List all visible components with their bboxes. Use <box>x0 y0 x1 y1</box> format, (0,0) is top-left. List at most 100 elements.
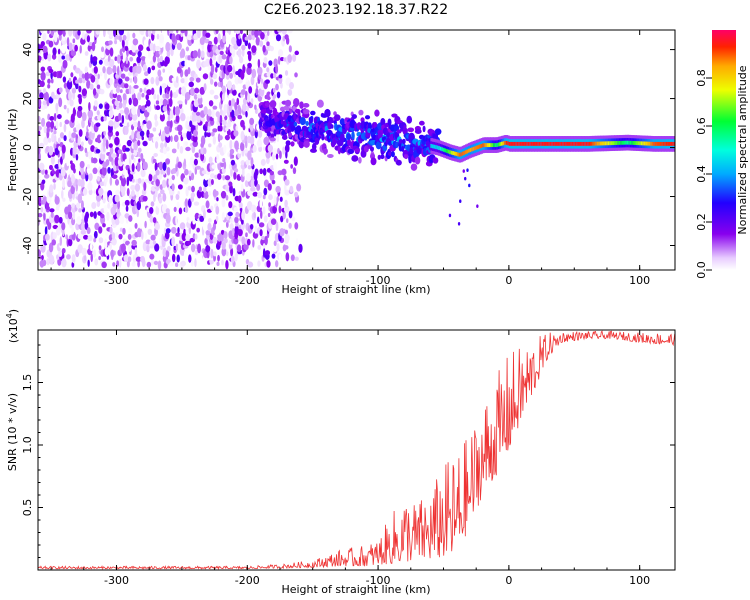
spectrogram-cell <box>165 208 170 214</box>
spectrogram-cell <box>154 120 159 128</box>
spectrogram-cell <box>127 256 132 263</box>
spectrogram-cell <box>279 150 282 159</box>
spectrogram-cell <box>244 135 248 142</box>
spectrogram-cell <box>233 237 239 245</box>
spectrogram-cell <box>298 243 303 253</box>
spectrogram-cell <box>571 141 575 146</box>
spectrogram-cell <box>221 85 226 94</box>
spectrogram-cell <box>223 237 228 244</box>
spectrogram-cell <box>247 189 253 197</box>
spectrogram-cell <box>309 148 317 153</box>
spectrogram-cell <box>249 251 253 258</box>
spectrogram-cell <box>229 56 233 65</box>
spectrogram-cell <box>188 170 192 177</box>
spectrogram-cell <box>72 107 77 117</box>
spectrogram-cell <box>180 77 186 84</box>
spectrogram-cell <box>76 120 79 126</box>
spectrogram-cell <box>257 66 263 76</box>
spectrogram-cell <box>164 56 170 65</box>
spectrogram-cell <box>262 194 266 200</box>
spectrogram-cell <box>278 253 282 263</box>
spectrogram-cell <box>86 30 92 34</box>
spectrogram-cell <box>657 141 661 146</box>
spectrogram-cell <box>114 136 120 146</box>
spectrogram-cell <box>75 79 80 84</box>
spectrogram-cell <box>81 247 87 256</box>
spectrogram-cell <box>662 141 666 146</box>
spectrogram-cell <box>107 202 111 209</box>
spectrogram-cell <box>452 151 455 156</box>
spectrogram-cell <box>96 175 101 182</box>
spectrogram-cell <box>130 170 136 175</box>
spectrogram-cell <box>237 228 243 237</box>
spectrogram-cell <box>175 193 180 201</box>
spectrogram-cell <box>191 185 195 193</box>
spectrogram-cell <box>53 130 57 135</box>
spectrogram-cell <box>39 92 44 100</box>
spectrogram-cell <box>38 174 41 180</box>
spectrogram-cell <box>139 222 142 229</box>
spectrogram-cell <box>449 150 452 155</box>
spectrogram-cell <box>194 212 200 220</box>
spectrogram-cell <box>610 141 614 146</box>
spectrogram-cell <box>275 63 279 74</box>
spectrogram-cell <box>123 254 129 263</box>
spectrogram-cell <box>103 131 107 136</box>
spectrogram-cell <box>184 58 187 69</box>
spectrogram-cell <box>255 87 259 96</box>
spectrogram-cell <box>141 136 145 141</box>
spectrogram-cell <box>314 137 320 145</box>
spectrogram-cell <box>87 234 93 242</box>
spectrogram-cell <box>237 104 241 112</box>
spectrogram-cell <box>76 216 82 225</box>
spectrogram-cell <box>171 148 177 154</box>
spectrogram-cell <box>102 30 106 38</box>
spectrogram-cell <box>294 50 300 56</box>
spectrogram-cell <box>114 156 120 167</box>
spectrogram-cell <box>81 73 85 79</box>
spectrogram-cell <box>109 59 115 68</box>
spectrogram-cell <box>266 260 271 268</box>
spectrogram-cell <box>120 184 126 194</box>
spectrogram-cell <box>672 141 675 146</box>
spectrogram-cell <box>275 221 279 232</box>
spectrogram-cell <box>519 141 523 146</box>
spectrogram-cell <box>81 141 84 147</box>
spectrogram-cell <box>501 141 504 146</box>
spectrogram-cell <box>266 30 270 37</box>
spectrogram-cell <box>214 228 220 236</box>
spectrogram-cell <box>38 55 42 62</box>
spectrogram-cell <box>247 261 254 268</box>
spectrogram-cell <box>84 71 90 82</box>
colorbar-tick-label: 0.6 <box>695 117 708 135</box>
spectrogram-cell <box>185 229 190 235</box>
spectrogram-cell <box>200 116 205 122</box>
spectrogram-cell <box>126 188 130 197</box>
spectrogram-cell <box>482 143 485 148</box>
spectrogram-cell <box>90 54 93 65</box>
spectrogram-cell <box>102 191 108 199</box>
spectrogram-cell <box>183 177 189 185</box>
spectrogram-cell <box>42 259 47 267</box>
spectrogram-cell <box>99 152 106 161</box>
spectrogram-cell <box>272 94 277 99</box>
spectrogram-cell <box>346 138 351 147</box>
spectrogram-cell <box>284 189 290 196</box>
spectrogram-cell <box>131 43 137 53</box>
spectrogram-cell <box>194 87 200 94</box>
spectrogram-cell <box>57 30 63 36</box>
spectrogram-cell <box>135 256 142 262</box>
spectrogram-cell <box>254 104 257 110</box>
spectrogram-cell <box>124 158 130 165</box>
spectrogram-cell <box>496 143 499 147</box>
spectrogram-cell <box>143 149 147 155</box>
spectrogram-cell <box>48 68 54 74</box>
spectrogram-cell <box>108 109 114 119</box>
spectrogram-cell <box>258 222 265 228</box>
spectrogram-cell <box>194 152 200 158</box>
spectrogram-cell <box>167 245 171 252</box>
spectrogram-cell <box>184 30 188 37</box>
spectrogram-cell <box>155 100 160 105</box>
spectrogram-cell <box>112 65 117 74</box>
spectrogram-cell <box>230 247 234 257</box>
